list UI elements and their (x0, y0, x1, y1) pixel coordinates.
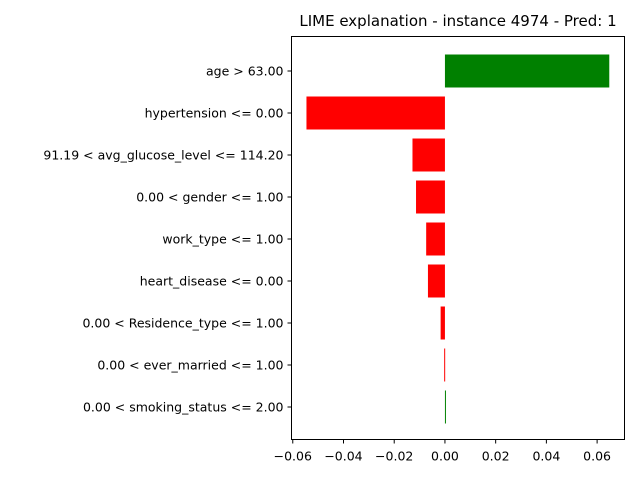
y-tick-label: heart_disease <= 0.00 (140, 274, 284, 289)
bar (416, 180, 445, 214)
bar (444, 348, 446, 382)
y-tick-label: 0.00 < ever_married <= 1.00 (97, 358, 283, 373)
x-tick-label: 0.04 (532, 449, 560, 464)
chart-title: LIME explanation - instance 4974 - Pred:… (299, 12, 616, 30)
bar (444, 54, 610, 88)
y-axis: age > 63.00 hypertension <= 0.00 91.19 < a… (43, 64, 292, 415)
bars-layer (306, 54, 610, 424)
bar (427, 264, 445, 298)
bar (444, 390, 446, 424)
y-tick-label: 91.19 < avg_glucose_level <= 114.20 (43, 148, 283, 163)
bar (306, 96, 445, 130)
x-axis: −0.06 −0.04 −0.02 0.00 0.02 0.04 0.06 (274, 439, 611, 464)
y-tick-label: age > 63.00 (206, 64, 284, 79)
x-tick-label: −0.04 (324, 449, 362, 464)
x-tick-label: −0.06 (274, 449, 312, 464)
y-tick-label: 0.00 < gender <= 1.00 (136, 190, 283, 205)
bar (440, 306, 445, 340)
x-tick-label: 0.00 (431, 449, 459, 464)
y-tick-label: hypertension <= 0.00 (145, 106, 284, 121)
x-tick-label: −0.02 (375, 449, 413, 464)
x-tick-label: 0.02 (482, 449, 510, 464)
y-tick-label: 0.00 < smoking_status <= 2.00 (83, 400, 284, 415)
y-tick-label: 0.00 < Residence_type <= 1.00 (82, 316, 283, 331)
plot-frame (291, 36, 625, 440)
y-tick-label: work_type <= 1.00 (162, 232, 283, 247)
x-tick-label: 0.06 (583, 449, 611, 464)
bar (426, 222, 445, 256)
bar (412, 138, 445, 172)
